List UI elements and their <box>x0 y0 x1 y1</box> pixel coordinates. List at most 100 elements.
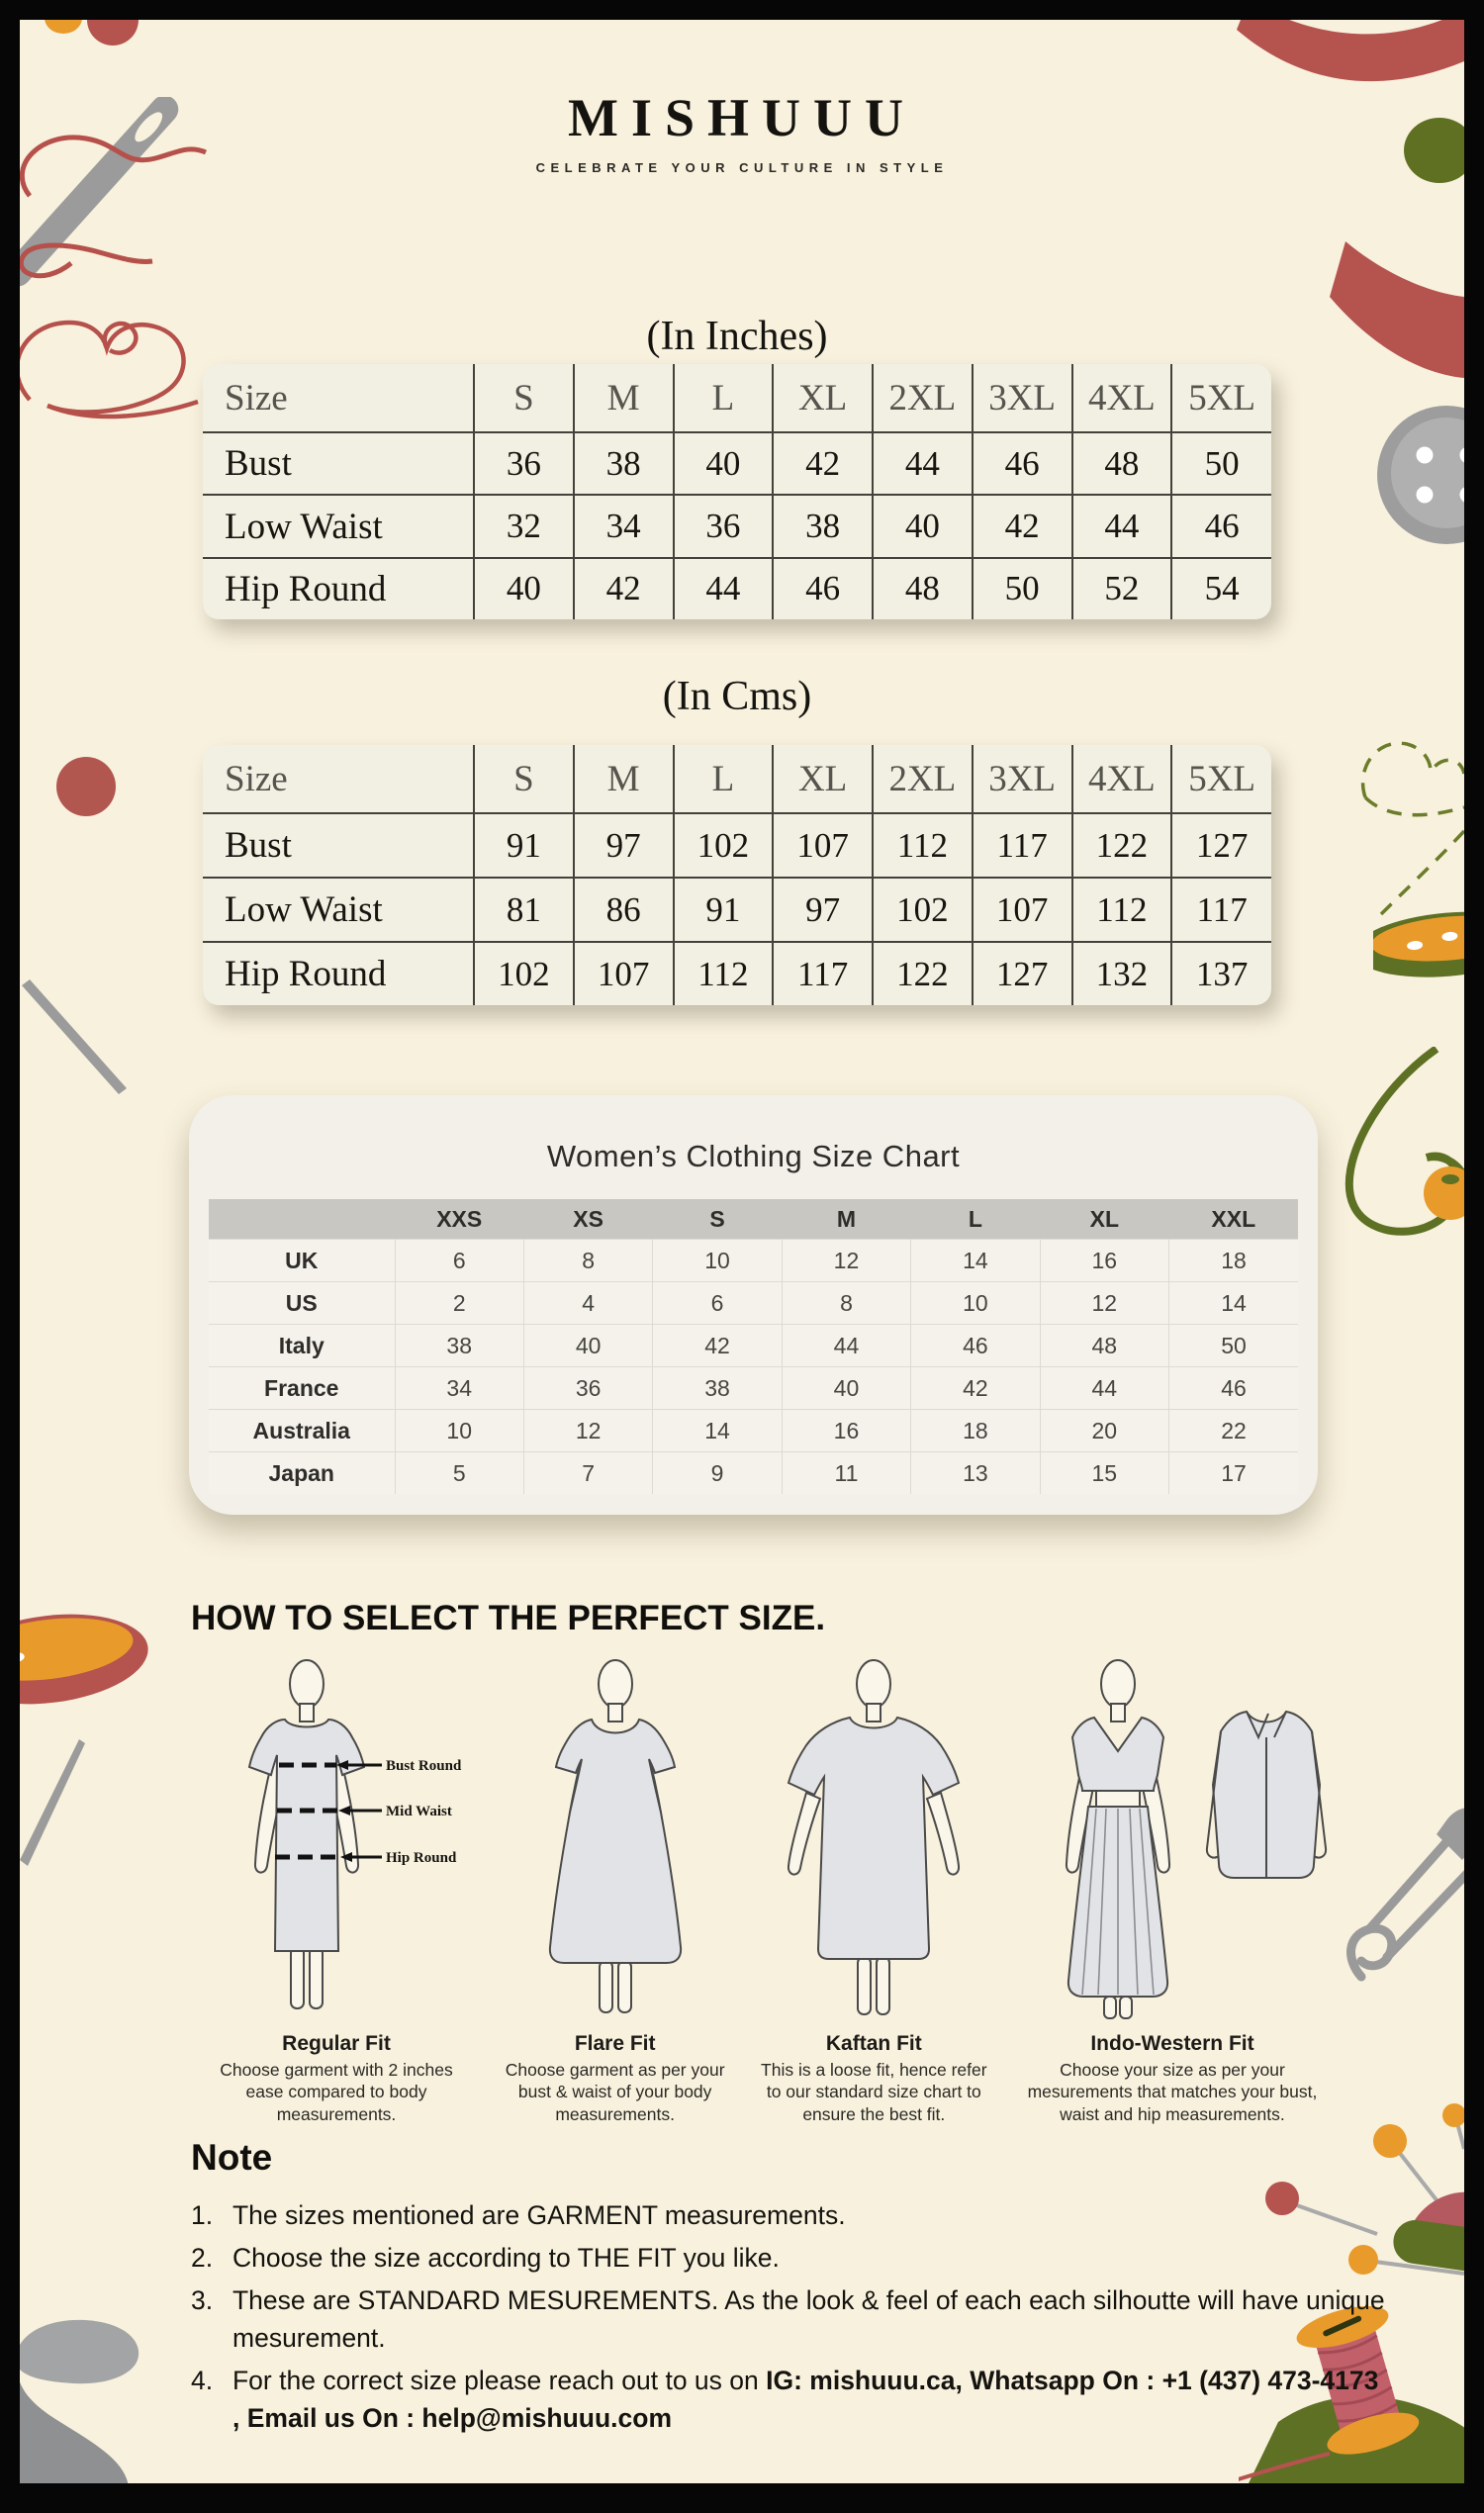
table-cell: 42 <box>910 1366 1041 1410</box>
fit-figure-flare: Flare Fit Choose garment as per your bus… <box>492 1654 739 2125</box>
table-row: UK 6 8 10 12 14 16 18 <box>208 1239 1299 1282</box>
inches-size-table: Size S M L XL 2XL 3XL 4XL 5XL Bust 36 38 40 42 44 46 48 5… <box>203 364 1271 619</box>
fit-name: Kaftan Fit <box>825 2032 922 2055</box>
table-cell: 7 <box>522 1451 654 1495</box>
column-header: 5XL <box>1170 364 1271 433</box>
row-label: Hip Round <box>203 941 475 1005</box>
table-cell: 102 <box>473 941 575 1005</box>
table-row: Low Waist 32 34 36 38 40 42 44 46 <box>203 494 1271 559</box>
fit-figure-regular: Bust Round Mid Waist Hip Round Regular F… <box>188 1654 485 2125</box>
column-header: 3XL <box>971 745 1073 814</box>
table-cell: 112 <box>672 941 775 1005</box>
table-cell: 117 <box>971 811 1073 880</box>
table-cell: 18 <box>910 1409 1041 1452</box>
table-cell: 40 <box>781 1366 912 1410</box>
table-cell: 36 <box>672 494 775 559</box>
intl-size-table: XXS XS S M L XL XXL UK 6 8 10 12 14 16 18 US 2 4 6 8 10 12 14 I… <box>208 1199 1299 1495</box>
column-header <box>209 1199 395 1240</box>
fit-name: Flare Fit <box>574 2032 656 2055</box>
bust-round-label: Bust Round <box>386 1758 462 1774</box>
table-cell: 52 <box>1070 556 1173 619</box>
column-header: XL <box>772 364 874 433</box>
note-number: 3. <box>191 2285 214 2315</box>
note-number: 1. <box>191 2200 214 2230</box>
table-row: Italy 38 40 42 44 46 48 50 <box>208 1324 1299 1367</box>
table-cell: 8 <box>781 1281 912 1325</box>
table-cell: 54 <box>1170 556 1271 619</box>
table-cell: 44 <box>672 556 775 619</box>
table-cell: 14 <box>652 1409 783 1452</box>
page-background: MISHUUU CELEBRATE YOUR CULTURE IN STYLE … <box>20 20 1464 2483</box>
row-label: Bust <box>203 430 475 497</box>
table-cell: 17 <box>1168 1451 1299 1495</box>
column-header: Size <box>203 745 475 814</box>
stitch-heart-icon <box>1360 741 1464 916</box>
column-header: Size <box>203 364 475 433</box>
column-header: XXS <box>395 1199 524 1240</box>
fit-figures-row: Bust Round Mid Waist Hip Round Regular F… <box>188 1654 1336 2125</box>
table-cell: 34 <box>572 494 675 559</box>
row-label: France <box>208 1366 396 1410</box>
contact-info: IG: mishuuu.ca, Whatsapp On : +1 (437) 4… <box>232 2366 1379 2433</box>
note-item: 3. These are STANDARD MESUREMENTS. As the… <box>191 2281 1393 2357</box>
table-cell: 10 <box>910 1281 1041 1325</box>
row-label: Hip Round <box>203 556 475 619</box>
table-cell: 127 <box>1170 811 1271 880</box>
fit-figure-kaftan: Kaftan Fit This is a loose fit, hence re… <box>745 1654 1002 2125</box>
button-side-icon <box>20 1614 148 1705</box>
corner-leaves-decor <box>1237 20 1464 544</box>
brand-logo: MISHUUU <box>567 88 916 147</box>
table-cell: 127 <box>971 941 1073 1005</box>
note-title: Note <box>191 2137 273 2178</box>
table-cell: 22 <box>1168 1409 1299 1452</box>
column-header: XS <box>523 1199 653 1240</box>
needle-and-thread-icon <box>20 97 208 287</box>
table-cell: 46 <box>1170 494 1271 559</box>
table-cell: 12 <box>781 1239 912 1282</box>
flat-button-icon <box>1373 911 1464 977</box>
row-label: Low Waist <box>203 494 475 559</box>
column-header: S <box>473 745 575 814</box>
table-cell: 122 <box>872 941 974 1005</box>
table-cell: 16 <box>781 1409 912 1452</box>
table-cell: 48 <box>872 556 974 619</box>
table-cell: 50 <box>971 556 1073 619</box>
row-label: UK <box>208 1239 396 1282</box>
fit-name: Regular Fit <box>282 2032 391 2055</box>
table-cell: 117 <box>772 941 874 1005</box>
table-row: France 34 36 38 40 42 44 46 <box>208 1366 1299 1410</box>
table-cell: 18 <box>1168 1239 1299 1282</box>
table-cell: 117 <box>1170 877 1271 944</box>
table-cell: 44 <box>781 1324 912 1367</box>
column-header: M <box>572 745 675 814</box>
table-row: Hip Round 102 107 112 117 122 127 132 137 <box>203 941 1271 1005</box>
table-row: Japan 5 7 9 11 13 15 17 <box>208 1451 1299 1495</box>
cms-table-card: Size S M L XL 2XL 3XL 4XL 5XL Bust 91 97 102 107 112 11… <box>203 745 1271 1005</box>
table-cell: 36 <box>522 1366 654 1410</box>
row-label: Low Waist <box>203 877 475 944</box>
table-cell: 137 <box>1170 941 1271 1005</box>
cms-size-table: Size S M L XL 2XL 3XL 4XL 5XL Bust 91 97 102 107 112 11… <box>203 745 1271 1005</box>
table-cell: 42 <box>971 494 1073 559</box>
column-header: M <box>782 1199 911 1240</box>
note-list: 1. The sizes mentioned are GARMENT measur… <box>191 2196 1393 2442</box>
table-cell: 38 <box>572 430 675 497</box>
table-cell: 122 <box>1070 811 1173 880</box>
regular-fit-illustration: Bust Round Mid Waist Hip Round <box>247 1659 462 2009</box>
table-row: US 2 4 6 8 10 12 14 <box>208 1281 1299 1325</box>
table-cell: 13 <box>910 1451 1041 1495</box>
table-row: Low Waist 81 86 91 97 102 107 112 117 <box>203 877 1271 944</box>
table-cell: 132 <box>1070 941 1173 1005</box>
table-cell: 38 <box>652 1366 783 1410</box>
table-cell: 91 <box>672 877 775 944</box>
table-cell: 46 <box>971 430 1073 497</box>
pin-needle-icon <box>22 979 127 1094</box>
fit-description: Choose garment as per your bust & waist … <box>505 2060 725 2124</box>
intl-chart-card: Women’s Clothing Size Chart XXS XS S M L XL XX… <box>189 1095 1318 1515</box>
column-header: S <box>652 1199 783 1240</box>
brand-tagline: CELEBRATE YOUR CULTURE IN STYLE <box>535 160 949 175</box>
red-blob-decor <box>87 20 139 46</box>
table-cell: 38 <box>772 494 874 559</box>
table-cell: 44 <box>1039 1366 1170 1410</box>
table-cell: 36 <box>473 430 575 497</box>
